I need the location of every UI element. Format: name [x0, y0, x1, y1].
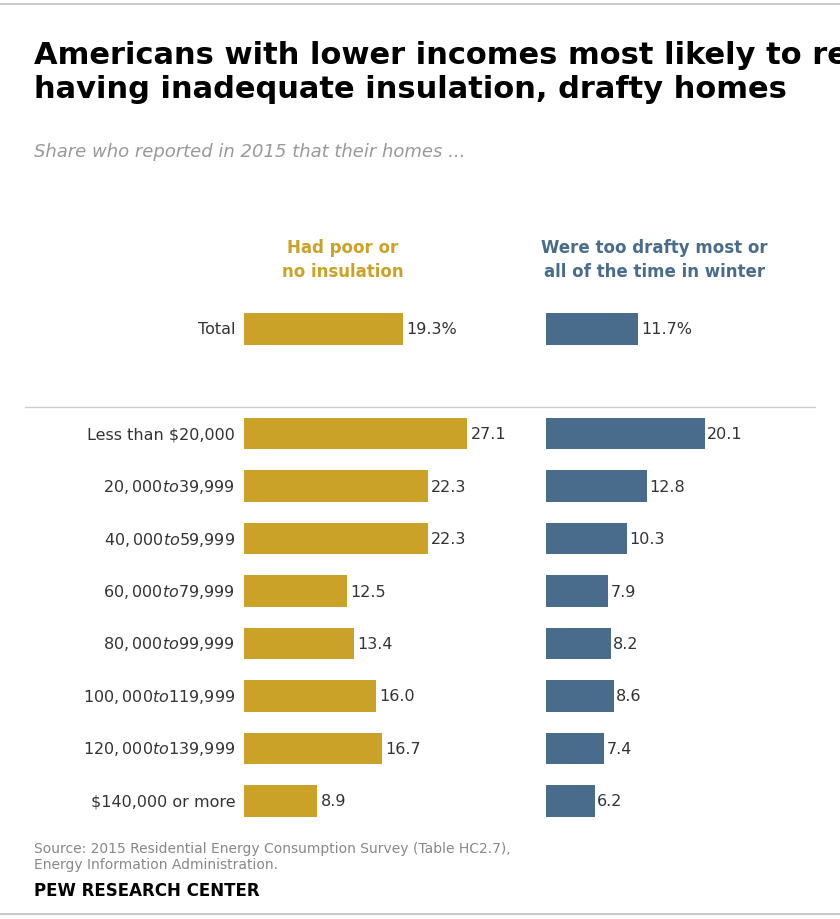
Bar [244, 680, 375, 712]
Text: 7.9: 7.9 [611, 584, 636, 599]
Text: Share who reported in 2015 that their homes ...: Share who reported in 2015 that their ho… [34, 142, 465, 161]
Text: PEW RESEARCH CENTER: PEW RESEARCH CENTER [34, 880, 260, 899]
Bar [244, 313, 403, 346]
Text: 16.7: 16.7 [385, 741, 421, 756]
Text: 16.0: 16.0 [379, 688, 415, 704]
Bar [244, 418, 467, 450]
Bar [244, 575, 347, 607]
Bar [546, 313, 638, 346]
Text: $120,000 to $139,999: $120,000 to $139,999 [83, 740, 235, 757]
Text: 12.8: 12.8 [649, 479, 685, 494]
Text: 13.4: 13.4 [358, 636, 393, 652]
Text: 7.4: 7.4 [606, 741, 633, 756]
Bar [546, 471, 647, 503]
Text: $40,000 to $59,999: $40,000 to $59,999 [104, 530, 235, 548]
Text: Had poor or
no insulation: Had poor or no insulation [282, 239, 403, 280]
Bar [546, 523, 627, 555]
Text: 6.2: 6.2 [597, 793, 622, 809]
Text: Americans with lower incomes most likely to report
having inadequate insulation,: Americans with lower incomes most likely… [34, 41, 840, 104]
Text: 22.3: 22.3 [431, 531, 466, 547]
Bar [546, 680, 614, 712]
Text: 22.3: 22.3 [431, 479, 466, 494]
Bar [546, 418, 705, 450]
Bar [546, 732, 605, 765]
Text: Less than $20,000: Less than $20,000 [87, 426, 235, 442]
Text: 11.7%: 11.7% [641, 322, 692, 337]
Bar [546, 628, 611, 660]
Bar [546, 575, 608, 607]
Bar [244, 628, 354, 660]
Text: $60,000 to $79,999: $60,000 to $79,999 [103, 583, 235, 600]
Text: Were too drafty most or
all of the time in winter: Were too drafty most or all of the time … [541, 239, 768, 280]
Text: $80,000 to $99,999: $80,000 to $99,999 [103, 635, 235, 652]
Text: 10.3: 10.3 [630, 531, 665, 547]
Text: Total: Total [197, 322, 235, 337]
Text: $140,000 or more: $140,000 or more [91, 793, 235, 809]
Bar [244, 785, 318, 817]
Bar [244, 732, 381, 765]
Text: 12.5: 12.5 [350, 584, 386, 599]
Text: 8.2: 8.2 [613, 636, 638, 652]
Text: 8.9: 8.9 [320, 793, 346, 809]
Text: 27.1: 27.1 [470, 426, 507, 442]
Bar [546, 785, 595, 817]
Text: 19.3%: 19.3% [407, 322, 457, 337]
Text: 20.1: 20.1 [707, 426, 743, 442]
Text: 8.6: 8.6 [617, 688, 642, 704]
Bar [244, 523, 428, 555]
Text: $100,000 to $119,999: $100,000 to $119,999 [83, 687, 235, 705]
Text: Source: 2015 Residential Energy Consumption Survey (Table HC2.7),
Energy Informa: Source: 2015 Residential Energy Consumpt… [34, 841, 510, 871]
Bar [244, 471, 428, 503]
Text: $20,000 to $39,999: $20,000 to $39,999 [103, 478, 235, 495]
